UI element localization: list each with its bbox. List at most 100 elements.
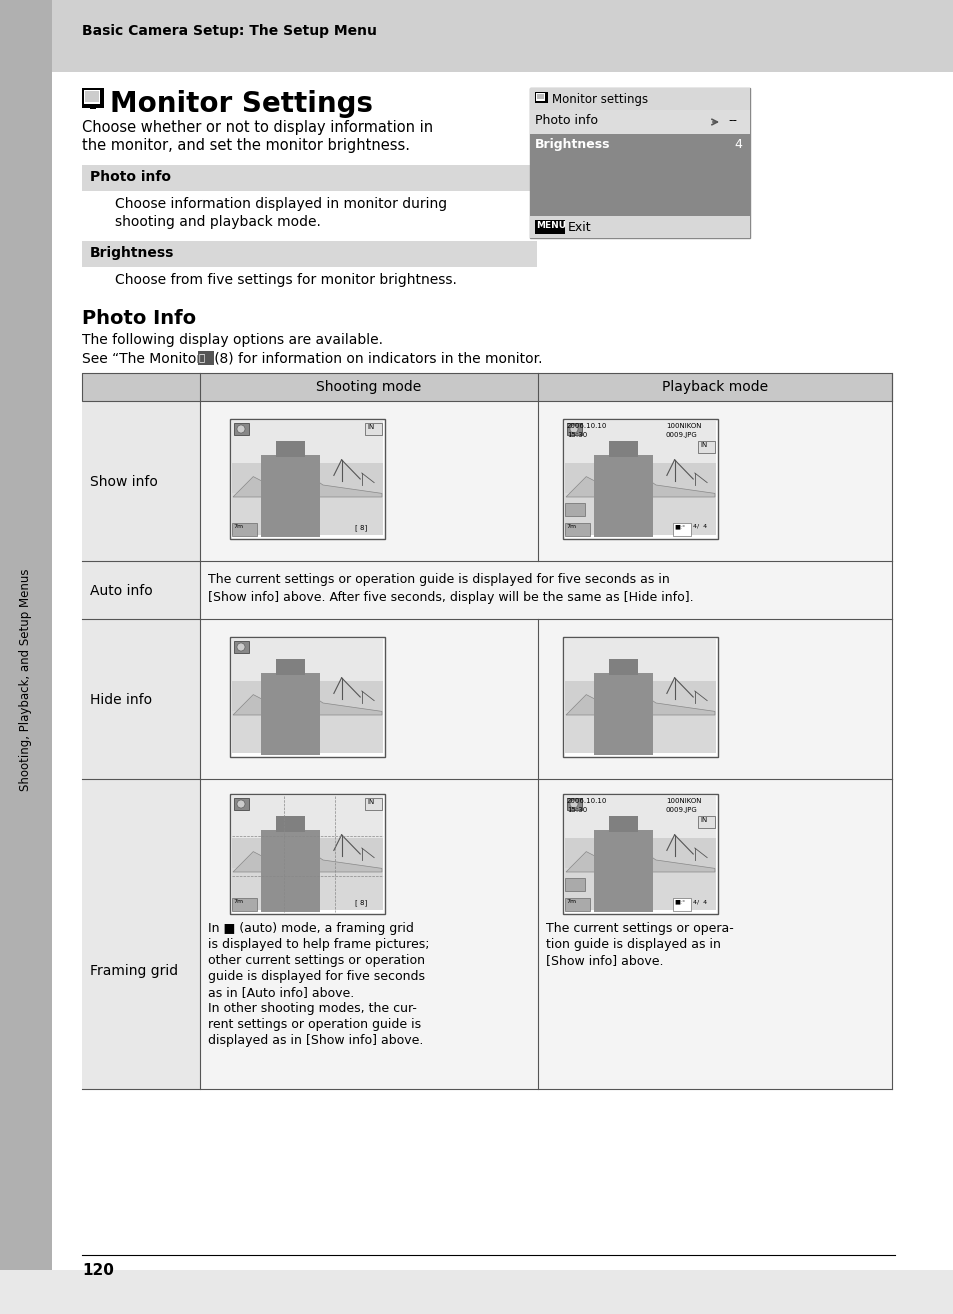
Bar xyxy=(230,794,385,915)
Polygon shape xyxy=(233,687,381,715)
Bar xyxy=(698,816,714,828)
Text: Playback mode: Playback mode xyxy=(661,380,767,394)
Bar xyxy=(530,134,749,156)
Bar xyxy=(594,455,652,536)
Bar xyxy=(562,637,718,757)
Text: displayed as in [Show info] above.: displayed as in [Show info] above. xyxy=(208,1034,423,1047)
Bar xyxy=(232,711,382,753)
Bar xyxy=(82,401,891,561)
Text: 0009.JPG: 0009.JPG xyxy=(665,807,697,813)
Bar xyxy=(0,0,52,1271)
Text: Show info: Show info xyxy=(90,474,157,489)
Bar xyxy=(672,897,690,911)
Bar xyxy=(562,794,718,915)
Text: [Show info] above.: [Show info] above. xyxy=(545,954,662,967)
Bar xyxy=(564,420,716,463)
Bar xyxy=(232,639,382,681)
Bar xyxy=(530,156,749,215)
Bar xyxy=(275,816,305,832)
Bar xyxy=(365,423,381,435)
Text: Monitor settings: Monitor settings xyxy=(552,93,647,106)
Bar xyxy=(261,830,319,912)
Bar xyxy=(564,681,716,711)
Text: rent settings or operation guide is: rent settings or operation guide is xyxy=(208,1018,420,1031)
Bar xyxy=(261,455,319,536)
Bar xyxy=(536,93,544,101)
Text: The current settings or operation guide is displayed for five seconds as in: The current settings or operation guide … xyxy=(208,573,669,586)
Text: Basic Camera Setup: The Setup Menu: Basic Camera Setup: The Setup Menu xyxy=(82,24,376,38)
Text: Framing grid: Framing grid xyxy=(90,964,178,978)
Text: 0009.JPG: 0009.JPG xyxy=(665,432,697,438)
Bar xyxy=(672,523,690,536)
Bar xyxy=(82,561,891,619)
Bar xyxy=(82,779,200,1089)
Bar xyxy=(233,423,249,435)
Text: Shooting mode: Shooting mode xyxy=(316,380,421,394)
Text: IN: IN xyxy=(700,442,706,448)
Bar xyxy=(535,219,564,234)
Circle shape xyxy=(569,424,578,434)
Text: guide is displayed for five seconds: guide is displayed for five seconds xyxy=(208,970,424,983)
Text: is displayed to help frame pictures;: is displayed to help frame pictures; xyxy=(208,938,429,951)
Text: --: -- xyxy=(727,114,737,127)
Bar xyxy=(198,351,213,365)
Bar xyxy=(261,673,319,754)
Text: 8) for information on indicators in the monitor.: 8) for information on indicators in the … xyxy=(214,351,542,365)
Bar xyxy=(564,869,716,909)
Bar xyxy=(564,503,584,516)
Bar xyxy=(537,95,543,99)
Text: See “The Monitor” (: See “The Monitor” ( xyxy=(82,351,219,365)
Bar xyxy=(82,561,200,619)
Text: 7m: 7m xyxy=(233,524,243,530)
Text: 4/  4: 4/ 4 xyxy=(692,524,706,530)
Text: IN: IN xyxy=(367,799,374,805)
Bar xyxy=(232,463,382,493)
Text: 2006.10.10: 2006.10.10 xyxy=(566,423,607,428)
Bar xyxy=(232,796,382,838)
Text: [Show info] above. After five seconds, display will be the same as [Hide info].: [Show info] above. After five seconds, d… xyxy=(208,591,693,604)
Bar xyxy=(82,240,537,267)
Text: ■:°: ■:° xyxy=(673,899,684,904)
Bar xyxy=(232,838,382,869)
Text: Monitor Settings: Monitor Settings xyxy=(110,89,373,118)
Bar xyxy=(232,420,382,463)
Bar xyxy=(564,897,589,911)
Text: Choose whether or not to display information in: Choose whether or not to display informa… xyxy=(82,120,433,135)
Text: The following display options are available.: The following display options are availa… xyxy=(82,332,382,347)
Text: 7m: 7m xyxy=(233,899,243,904)
Text: The current settings or opera-: The current settings or opera- xyxy=(545,922,733,936)
Text: In ■ (auto) mode, a framing grid: In ■ (auto) mode, a framing grid xyxy=(208,922,414,936)
Bar xyxy=(530,110,749,134)
Text: Choose from five settings for monitor brightness.: Choose from five settings for monitor br… xyxy=(115,273,456,286)
Bar xyxy=(608,440,638,457)
Bar xyxy=(564,838,716,869)
Bar xyxy=(530,215,749,238)
Text: 4: 4 xyxy=(733,138,741,151)
Text: 100NIKON: 100NIKON xyxy=(665,423,700,428)
Text: 15:30: 15:30 xyxy=(566,432,587,438)
Bar xyxy=(233,641,249,653)
Text: 15:30: 15:30 xyxy=(566,807,587,813)
Text: [ 8]: [ 8] xyxy=(355,899,367,905)
Text: 7m: 7m xyxy=(565,899,576,904)
Bar xyxy=(564,878,584,891)
Circle shape xyxy=(236,800,245,808)
Text: IN: IN xyxy=(367,424,374,430)
Text: 2006.10.10: 2006.10.10 xyxy=(566,798,607,804)
Text: 7m: 7m xyxy=(565,524,576,530)
Bar xyxy=(608,658,638,675)
Bar xyxy=(230,419,385,539)
Bar xyxy=(566,423,581,435)
Bar xyxy=(365,798,381,809)
Bar xyxy=(233,798,249,809)
Polygon shape xyxy=(233,469,381,497)
Text: Brightness: Brightness xyxy=(535,138,610,151)
Circle shape xyxy=(236,643,245,650)
Text: Hide info: Hide info xyxy=(90,692,152,707)
Bar xyxy=(52,0,953,72)
Polygon shape xyxy=(565,469,714,497)
Text: 4/  4: 4/ 4 xyxy=(692,899,706,904)
Bar xyxy=(82,166,537,191)
Text: Auto info: Auto info xyxy=(90,583,152,598)
Text: 120: 120 xyxy=(82,1263,113,1279)
